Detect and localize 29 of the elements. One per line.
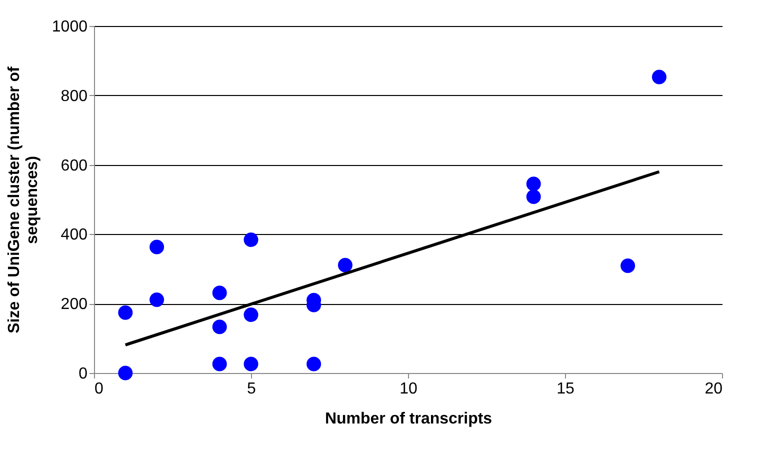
y-axis-title: Size of UniGene cluster (number of sequences): [6, 66, 41, 334]
x-tick-label: 15: [556, 380, 574, 398]
point: [244, 307, 258, 322]
point: [150, 292, 164, 308]
x-tick-label: 10: [400, 380, 418, 398]
point: [620, 258, 636, 274]
x-tick-label: 20: [704, 380, 723, 398]
point: [118, 305, 133, 320]
y-tick-label: 0: [78, 366, 88, 382]
y-tick-label: 1000: [52, 18, 88, 36]
point: [212, 320, 227, 334]
point: [526, 189, 541, 204]
point: [150, 240, 164, 254]
y-tick-label: 200: [60, 296, 88, 314]
x-axis-title: Number of transcripts: [324, 410, 492, 428]
point: [118, 366, 133, 380]
y-tick-label: 400: [60, 226, 88, 244]
point: [652, 70, 666, 84]
point: [244, 232, 258, 247]
point: [212, 286, 227, 300]
point: [212, 356, 227, 372]
point: [306, 356, 322, 372]
point: [526, 176, 541, 192]
x-tick-label: 0: [94, 380, 104, 398]
y-tick-label: 800: [60, 88, 88, 105]
point: [338, 258, 352, 272]
y-tick-label: 600: [60, 157, 88, 174]
x-tick-label: 5: [247, 380, 256, 398]
point: [244, 356, 258, 372]
